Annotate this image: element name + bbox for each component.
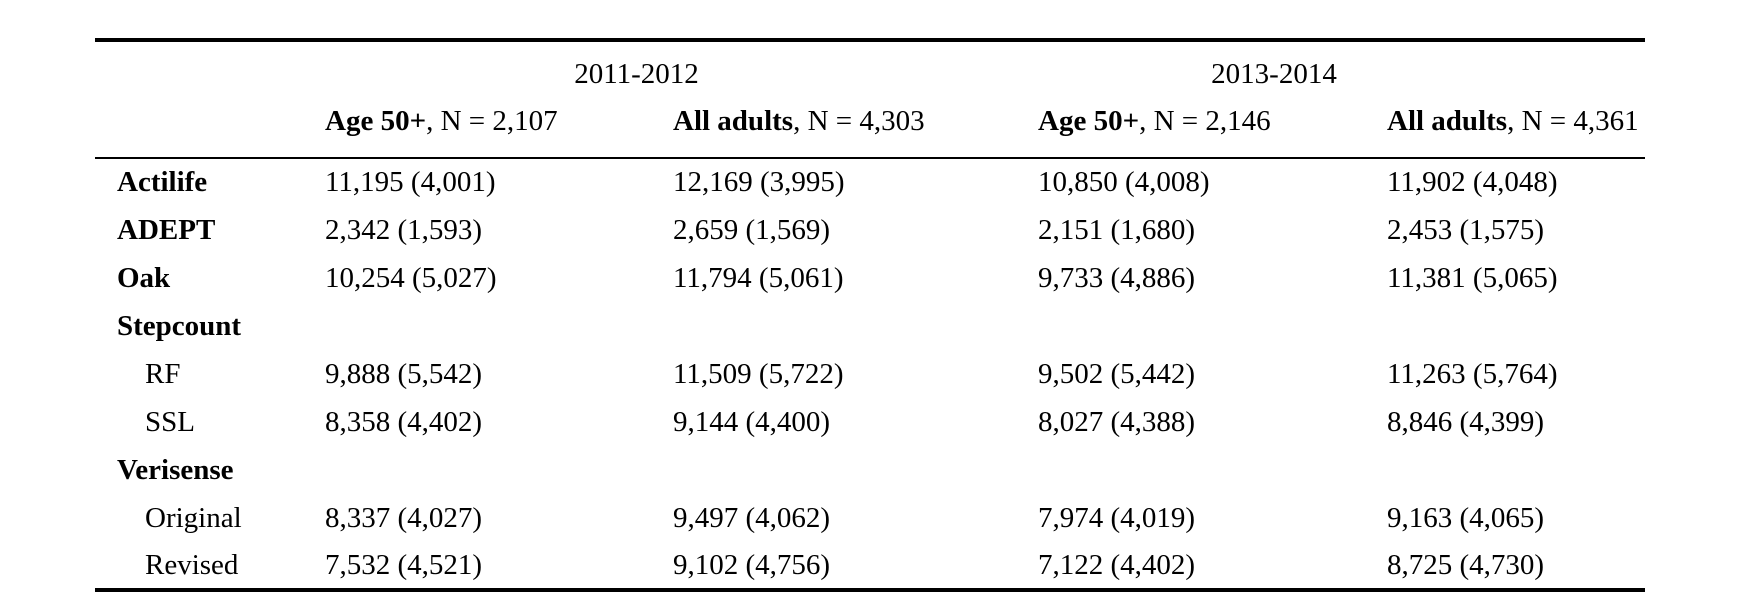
cell-value: 9,102 (4,756) <box>673 548 831 581</box>
row-label: RF <box>145 357 181 390</box>
cell-value: 7,122 (4,402) <box>1038 548 1196 581</box>
cell-value: 11,381 (5,065) <box>1387 261 1558 294</box>
cell-value: 2,151 (1,680) <box>1038 213 1196 246</box>
corner-cell <box>95 103 325 159</box>
column-header-n-text: , N = 4,303 <box>793 105 925 137</box>
cell-value: 8,027 (4,388) <box>1038 405 1196 438</box>
row-label: Revised <box>145 548 239 581</box>
corner-cell <box>95 40 325 103</box>
row-label: Actilife <box>117 166 208 198</box>
cell-value: 8,725 (4,730) <box>1387 548 1545 581</box>
cell-value <box>325 446 673 494</box>
cell-value: 9,163 (4,065) <box>1387 501 1545 534</box>
column-header-n-text: , N = 4,361 <box>1507 105 1639 137</box>
row-label: Verisense <box>117 453 234 486</box>
column-header-alladults-2013: All adults, N = 4,361 <box>1387 103 1646 159</box>
cell-value: 12,169 (3,995) <box>673 166 845 198</box>
column-header-n-text: , N = 2,146 <box>1139 105 1271 137</box>
cell-value: 10,850 (4,008) <box>1038 166 1210 198</box>
cell-value: 10,254 (5,027) <box>325 261 497 294</box>
row-label: SSL <box>145 405 195 438</box>
cell-value: 11,195 (4,001) <box>325 166 496 198</box>
column-header-bold-text: Age 50+ <box>1038 105 1140 137</box>
col-group-header-2011-2012: 2011-2012 <box>574 58 699 90</box>
year-header-row: 2011-2012 2013-2014 <box>95 40 1645 103</box>
paper-table-container: 2011-2012 2013-2014 Age 50+, N = 2,107 A… <box>95 38 1646 592</box>
table-row-stepcount-rf: RF 9,888 (5,542) 11,509 (5,722) 9,502 (5… <box>95 350 1645 398</box>
cell-value: 8,358 (4,402) <box>325 405 483 438</box>
row-label: Oak <box>117 261 171 294</box>
column-header-age50-2011: Age 50+, N = 2,107 <box>325 103 673 159</box>
cell-value: 8,846 (4,399) <box>1387 405 1545 438</box>
cell-value <box>1038 302 1387 350</box>
column-header-alladults-2011: All adults, N = 4,303 <box>673 103 1038 159</box>
table-row-actilife: Actilife 11,195 (4,001) 12,169 (3,995) 1… <box>95 158 1645 206</box>
cell-value <box>673 446 1038 494</box>
column-header-bold-text: All adults <box>1387 105 1508 137</box>
cell-value <box>673 302 1038 350</box>
cell-value: 7,974 (4,019) <box>1038 501 1196 534</box>
column-header-n-text: , N = 2,107 <box>426 105 558 137</box>
row-label: Stepcount <box>117 309 242 342</box>
column-header-bold-text: Age 50+ <box>325 105 427 137</box>
cell-value: 2,453 (1,575) <box>1387 213 1545 246</box>
row-label: Original <box>145 501 242 534</box>
table-row-stepcount-group: Stepcount <box>95 302 1645 350</box>
column-header-row: Age 50+, N = 2,107 All adults, N = 4,303… <box>95 103 1646 159</box>
cell-value: 9,888 (5,542) <box>325 357 483 390</box>
table-row-adept: ADEPT 2,342 (1,593) 2,659 (1,569) 2,151 … <box>95 206 1645 254</box>
col-group-header-2013-2014: 2013-2014 <box>1211 58 1337 90</box>
row-label: ADEPT <box>117 213 216 246</box>
table-row-verisense-original: Original 8,337 (4,027) 9,497 (4,062) 7,9… <box>95 494 1645 542</box>
table-row-verisense-group: Verisense <box>95 446 1645 494</box>
cell-value: 7,532 (4,521) <box>325 548 483 581</box>
cell-value: 11,902 (4,048) <box>1387 166 1558 198</box>
cell-value: 2,659 (1,569) <box>673 213 831 246</box>
table-row-stepcount-ssl: SSL 8,358 (4,402) 9,144 (4,400) 8,027 (4… <box>95 398 1645 446</box>
cell-value: 11,263 (5,764) <box>1387 357 1558 390</box>
cell-value <box>1387 446 1645 494</box>
cell-value: 9,497 (4,062) <box>673 501 831 534</box>
cell-value: 9,502 (5,442) <box>1038 357 1196 390</box>
table-row-verisense-revised: Revised 7,532 (4,521) 9,102 (4,756) 7,12… <box>95 542 1645 590</box>
column-header-bold-text: All adults <box>673 105 794 137</box>
cell-value: 11,794 (5,061) <box>673 261 844 294</box>
table-row-oak: Oak 10,254 (5,027) 11,794 (5,061) 9,733 … <box>95 254 1645 302</box>
cell-value <box>325 302 673 350</box>
cell-value: 2,342 (1,593) <box>325 213 483 246</box>
cell-value: 11,509 (5,722) <box>673 357 844 390</box>
results-table: 2011-2012 2013-2014 Age 50+, N = 2,107 A… <box>95 38 1646 592</box>
cell-value: 9,733 (4,886) <box>1038 261 1196 294</box>
cell-value <box>1038 446 1387 494</box>
column-header-age50-2013: Age 50+, N = 2,146 <box>1038 103 1387 159</box>
cell-value: 8,337 (4,027) <box>325 501 483 534</box>
cell-value <box>1387 302 1645 350</box>
cell-value: 9,144 (4,400) <box>673 405 831 438</box>
